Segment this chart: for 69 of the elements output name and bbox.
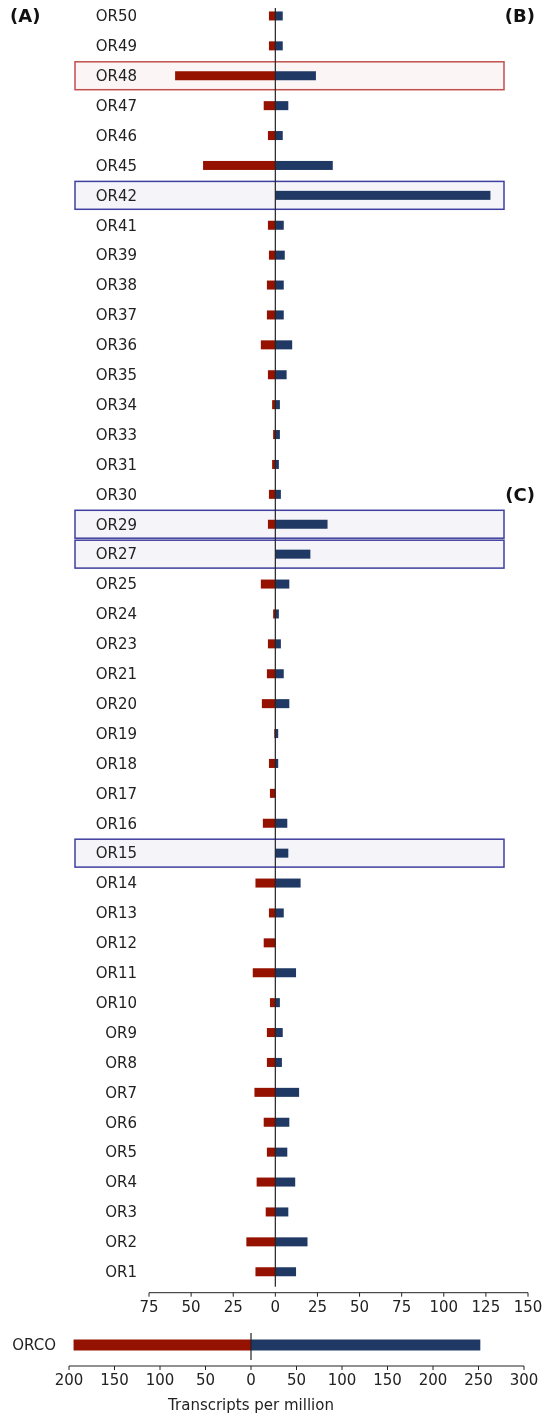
x-tick-label: 300 [509, 1371, 539, 1389]
text: (A) [10, 5, 41, 27]
annotation: (C) [505, 483, 535, 505]
x-tick-label: 50 [195, 1371, 216, 1389]
y-tick-label: OR38 [95, 276, 137, 295]
annotation: (B) [504, 5, 535, 27]
y-tick-label: OR21 [95, 665, 137, 683]
x-tick-label: 75 [139, 1297, 159, 1316]
y-tick-label: OR19 [95, 724, 137, 743]
y-tick-label: ORCO [12, 1336, 56, 1355]
y-tick-label: OR10 [95, 993, 137, 1012]
x-tick-label: 250 [464, 1371, 493, 1389]
y-tick-label: OR1 [105, 1263, 137, 1281]
x-tick-label: 25 [307, 1297, 327, 1316]
y-tick-label: OR7 [105, 1083, 137, 1102]
x-tick-label: 150 [513, 1297, 543, 1316]
y-tick-label: OR24 [95, 605, 137, 624]
y-tick-label: OR30 [95, 485, 137, 504]
y-tick-label: OR36 [95, 336, 137, 355]
y-tick-label: OR46 [95, 126, 137, 145]
x-tick-label: 200 [418, 1371, 448, 1389]
y-tick-label: OR27 [95, 545, 137, 564]
x-tick-label: 50 [350, 1297, 370, 1316]
y-tick-label: OR34 [95, 395, 137, 414]
y-tick-label: OR15 [95, 844, 137, 863]
y-tick-label: OR13 [95, 904, 137, 923]
y-tick-label: OR45 [95, 156, 137, 175]
y-tick-label: OR2 [105, 1233, 137, 1252]
y-tick-label: OR23 [95, 635, 137, 654]
y-tick-label: OR33 [95, 425, 137, 444]
x-tick-label: 100 [327, 1371, 357, 1389]
y-tick-label: OR42 [95, 186, 137, 205]
x-tick-label: 150 [100, 1371, 129, 1389]
y-tick-label: OR20 [95, 694, 137, 713]
y-tick-label: OR5 [105, 1143, 137, 1162]
x-tick-label: 200 [54, 1371, 84, 1389]
x-tick-label: 125 [471, 1297, 501, 1316]
y-tick-label: OR48 [95, 67, 137, 85]
y-tick-label: OR47 [95, 96, 137, 115]
x-axis-title: Transcripts per million [167, 1396, 334, 1414]
x-tick-label: 0 [246, 1371, 256, 1389]
y-tick-label: OR29 [95, 515, 137, 534]
y-tick-label: OR12 [95, 934, 137, 953]
y-tick-label: OR16 [95, 814, 137, 833]
x-tick-label: 150 [373, 1371, 402, 1389]
x-tick-label: 0 [270, 1297, 281, 1316]
x-tick-label: 75 [392, 1297, 412, 1316]
x-tick-label: 50 [286, 1371, 307, 1389]
y-tick-label: OR17 [95, 784, 137, 803]
y-tick-label: OR6 [105, 1113, 137, 1132]
y-tick-label: OR4 [105, 1173, 137, 1192]
y-tick-label: OR9 [105, 1023, 137, 1042]
y-tick-label: OR49 [95, 37, 137, 56]
y-tick-label: OR41 [95, 216, 137, 235]
y-tick-label: OR11 [95, 964, 137, 982]
y-tick-label: OR3 [105, 1203, 137, 1222]
y-tick-label: OR50 [95, 7, 137, 26]
y-tick-label: OR35 [95, 366, 137, 384]
y-tick-label: OR18 [95, 754, 137, 773]
y-tick-label: OR39 [95, 246, 137, 265]
y-tick-label: OR25 [95, 575, 137, 594]
x-tick-label: 50 [181, 1297, 201, 1316]
y-tick-label: OR37 [95, 306, 137, 325]
y-tick-label: OR8 [105, 1053, 137, 1072]
y-tick-label: OR14 [95, 874, 137, 893]
x-tick-label: 25 [223, 1297, 243, 1316]
x-tick-label: 100 [429, 1297, 459, 1316]
y-tick-label: OR31 [95, 455, 137, 474]
x-tick-label: 100 [145, 1371, 175, 1389]
